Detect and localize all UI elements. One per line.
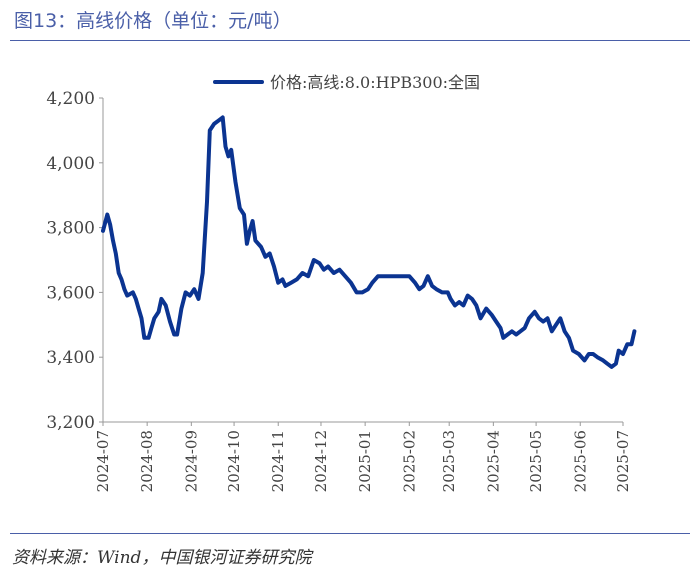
figure-title: 图13：高线价格（单位：元/吨） [14,10,292,32]
x-tick-label: 2025-02 [400,430,418,492]
x-tick-label: 2025-01 [356,430,374,492]
y-tick-label: 4,000 [46,154,95,174]
y-axis: 3,200 3,400 3,600 3,800 4,000 4,200 [46,89,104,433]
source-note: 资料来源：Wind，中国银河证券研究院 [12,548,312,568]
y-tick-label: 3,400 [46,348,95,368]
x-tick-label: 2025-05 [527,430,545,492]
legend-label: 价格:高线:8.0:HPB300:全国 [270,73,480,92]
x-tick-label: 2025-07 [614,430,632,492]
y-tick-label: 3,800 [46,219,95,239]
series-line-0 [101,115,637,369]
x-tick-label: 2024-12 [312,430,330,492]
y-tick-label: 4,200 [46,89,95,109]
y-tick-label: 3,600 [46,283,95,303]
x-tick-label: 2025-06 [571,430,589,492]
source-rule [10,533,690,534]
x-tick-label: 2025-04 [484,430,502,492]
x-tick-label: 2024-11 [269,430,287,492]
legend: 价格:高线:8.0:HPB300:全国 [213,73,480,92]
x-tick-label: 2024-09 [182,430,200,492]
x-tick-label: 2024-07 [94,430,112,492]
series-layer [101,115,637,369]
y-tick-label: 3,200 [46,413,95,433]
x-tick-label: 2024-10 [225,430,243,492]
chart-container: 3,200 3,400 3,600 3,800 4,000 4,200 2024-07 20… [0,45,700,529]
x-tick-label: 2024-08 [138,430,156,492]
x-tick-label: 2025-03 [440,430,458,492]
title-rule [10,40,690,41]
x-axis: 2024-07 2024-08 2024-09 2024-10 2024-11 2024-… [94,421,632,492]
